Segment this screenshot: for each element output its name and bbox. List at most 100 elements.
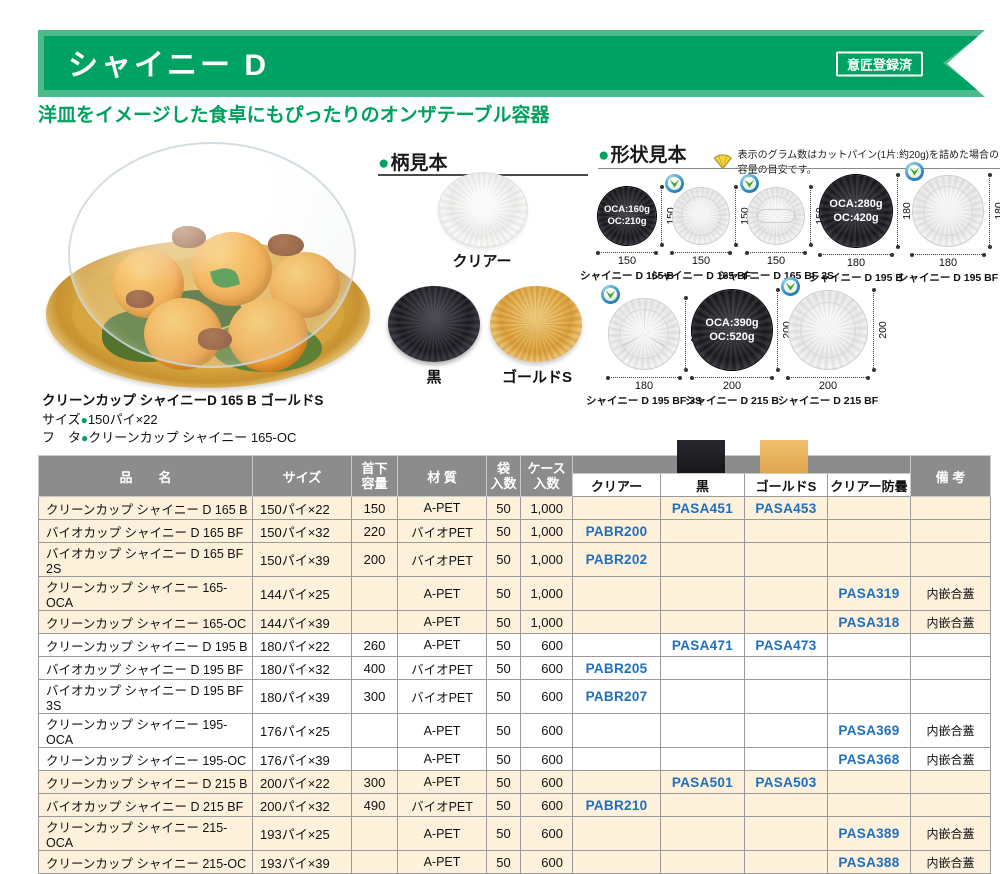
- col-header-size: サイズ: [252, 455, 352, 497]
- height-dimension: 150: [808, 185, 826, 247]
- case-qty-cell: 1,000: [520, 496, 573, 520]
- table-row: クリーンカップ シャイニー 195-OC 176パイ×39 A-PET 50 600 PA…: [38, 747, 991, 771]
- code-gold-cell: [744, 610, 828, 634]
- width-dimension: [670, 250, 732, 255]
- capacity-cell: [351, 850, 398, 874]
- case-qty-cell: 1,000: [520, 610, 573, 634]
- product-name-cell: クリーンカップ シャイニー D 165 B: [38, 496, 253, 520]
- pattern-label-black: 黒: [426, 369, 442, 386]
- code-gold-cell: PASA503: [744, 770, 828, 794]
- size-cell: 180パイ×22: [252, 633, 352, 657]
- biomass-eco-icon: [665, 174, 684, 193]
- remarks-cell: [910, 496, 991, 520]
- case-qty-cell: 600: [520, 850, 573, 874]
- code-clear-antifog-cell: [827, 656, 911, 680]
- height-dimension: 180: [683, 296, 701, 372]
- green-bullet-icon: ●: [598, 145, 610, 166]
- table-row: クリーンカップ シャイニー D 195 B 180パイ×22 260 A-PET 50 6…: [38, 633, 991, 657]
- code-gold-cell: PASA473: [744, 633, 828, 657]
- title-ribbon-body: [44, 36, 979, 90]
- width-dimension: [910, 252, 986, 257]
- case-qty-cell: 600: [520, 633, 573, 657]
- col-header-capacity: 首下 容量: [351, 455, 398, 497]
- code-black-cell: [660, 793, 745, 817]
- case-qty-cell: 600: [520, 793, 573, 817]
- table-row: クリーンカップ シャイニー 215-OCA 193パイ×25 A-PET 50 600 P…: [38, 816, 991, 851]
- capacity-cell: 490: [351, 793, 398, 817]
- material-cell: A-PET: [397, 576, 487, 611]
- code-gold-cell: PASA453: [744, 496, 828, 520]
- biomass-eco-icon: [740, 174, 759, 193]
- code-clear-cell: PABR205: [572, 656, 661, 680]
- bag-qty-cell: 50: [486, 850, 521, 874]
- product-name-cell: クリーンカップ シャイニー D 215 B: [38, 770, 253, 794]
- height-dimension: 150: [733, 185, 751, 247]
- product-name-cell: クリーンカップ シャイニー 195-OC: [38, 747, 253, 771]
- product-table-body: クリーンカップ シャイニー D 165 B 150パイ×22 150 A-PET 50 1…: [38, 496, 991, 874]
- remarks-cell: [910, 519, 991, 543]
- size-cell: 144パイ×39: [252, 610, 352, 634]
- col-header-clear: クリアー: [572, 473, 661, 497]
- bag-qty-cell: 50: [486, 633, 521, 657]
- remarks-cell: 内嵌合蓋: [910, 850, 991, 874]
- product-name-cell: バイオカップ シャイニー D 165 BF: [38, 519, 253, 543]
- plate-light-2section-icon: [747, 187, 805, 245]
- code-clear-antifog-cell: PASA388: [827, 850, 911, 874]
- capacity-cell: [351, 610, 398, 634]
- table-row: クリーンカップ シャイニー 215-OC 193パイ×39 A-PET 50 600 PA…: [38, 850, 991, 874]
- table-row: バイオカップ シャイニー D 195 BF 180パイ×32 400 バイオPET 50…: [38, 656, 991, 680]
- pattern-plate-gold: [490, 286, 582, 362]
- shape-sample-165B: OCA:160g OC:210g 150 150 シャイニー D 165 B: [580, 185, 677, 282]
- bag-qty-cell: 50: [486, 519, 521, 543]
- case-qty-cell: 600: [520, 679, 573, 714]
- capacity-cell: [351, 713, 398, 748]
- remarks-cell: [910, 656, 991, 680]
- remarks-cell: 内嵌合蓋: [910, 610, 991, 634]
- bag-qty-cell: 50: [486, 542, 521, 577]
- height-dimension: 180: [895, 173, 913, 249]
- pattern-label-gold: ゴールドS: [501, 369, 573, 386]
- material-cell: A-PET: [397, 850, 487, 874]
- code-gold-cell: [744, 576, 828, 611]
- design-registered-badge: 意匠登録済: [836, 51, 923, 76]
- product-name-cell: バイオカップ シャイニー D 195 BF: [38, 656, 253, 680]
- material-cell: A-PET: [397, 633, 487, 657]
- bag-qty-cell: 50: [486, 576, 521, 611]
- pattern-plate-black: [388, 286, 480, 362]
- size-cell: 150パイ×22: [252, 496, 352, 520]
- capacity-cell: 150: [351, 496, 398, 520]
- remarks-cell: [910, 542, 991, 577]
- code-clear-cell: [572, 747, 661, 771]
- height-dimension: 150: [659, 185, 677, 247]
- biomass-eco-icon: [601, 285, 620, 304]
- green-bullet-icon: ●: [378, 153, 390, 174]
- product-name-cell: クリーンカップ シャイニー 165-OC: [38, 610, 253, 634]
- table-row: バイオカップ シャイニー D 195 BF 3S 180パイ×39 300 バイオPE…: [38, 679, 991, 714]
- width-dimension: [745, 250, 807, 255]
- product-size-line: サイズ●150パイ×22: [42, 412, 158, 427]
- capacity-cell: 220: [351, 519, 398, 543]
- width-dimension: [690, 375, 774, 380]
- bag-qty-cell: 50: [486, 656, 521, 680]
- plate-light-3section-icon: [608, 298, 680, 370]
- material-cell: バイオPET: [397, 542, 487, 577]
- code-clear-antifog-cell: PASA369: [827, 713, 911, 748]
- size-cell: 176パイ×39: [252, 747, 352, 771]
- code-black-cell: [660, 542, 745, 577]
- code-black-cell: [660, 519, 745, 543]
- bag-qty-cell: 50: [486, 713, 521, 748]
- shape-sample-165BF: 150 150 シャイニー D 165 BF: [651, 174, 751, 282]
- code-clear-cell: [572, 610, 661, 634]
- size-cell: 200パイ×22: [252, 770, 352, 794]
- code-clear-cell: [572, 496, 661, 520]
- code-clear-antifog-cell: PASA318: [827, 610, 911, 634]
- size-cell: 200パイ×32: [252, 793, 352, 817]
- code-gold-cell: [744, 713, 828, 748]
- remarks-cell: 内嵌合蓋: [910, 816, 991, 851]
- case-qty-cell: 600: [520, 713, 573, 748]
- code-clear-cell: PABR202: [572, 542, 661, 577]
- code-clear-cell: [572, 713, 661, 748]
- code-clear-antifog-cell: [827, 496, 911, 520]
- code-clear-antifog-cell: [827, 633, 911, 657]
- code-clear-cell: [572, 633, 661, 657]
